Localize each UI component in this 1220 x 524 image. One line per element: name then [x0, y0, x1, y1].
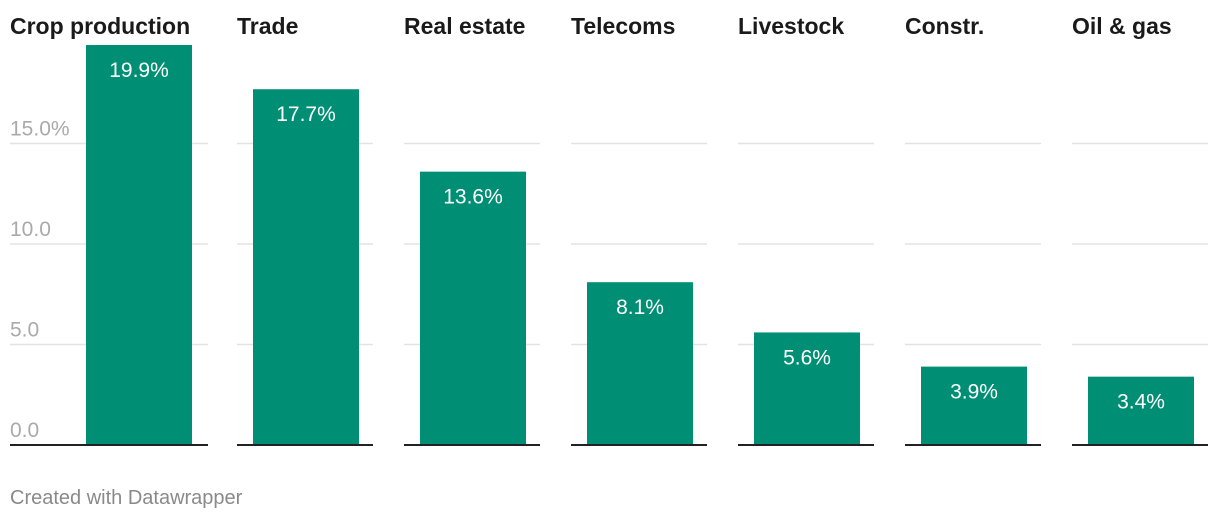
bar-value-label: 17.7% — [276, 103, 336, 126]
panel-title: Constr. — [905, 13, 984, 39]
panel-title: Crop production — [10, 13, 190, 39]
bar-value-label: 3.9% — [950, 381, 998, 404]
bar-value-label: 13.6% — [443, 186, 503, 209]
panel-title: Livestock — [738, 13, 844, 39]
bar — [253, 89, 359, 445]
y-tick-label: 5.0 — [10, 319, 39, 342]
bar-chart: 0.0 5.0 10.0 15.0% 19.9% Crop production 17.7%… — [10, 13, 1208, 446]
panel-title: Real estate — [404, 13, 525, 39]
bar — [86, 45, 192, 445]
panel-title: Trade — [237, 13, 298, 39]
bar-value-label: 19.9% — [109, 59, 169, 82]
bar — [587, 282, 693, 445]
panel-title: Telecoms — [571, 13, 675, 39]
bar-value-label: 5.6% — [783, 346, 831, 369]
credit-text: Created with Datawrapper — [10, 487, 243, 509]
y-tick-label: 15.0% — [10, 118, 70, 141]
bar — [754, 332, 860, 445]
bar-value-label: 3.4% — [1117, 391, 1165, 414]
bar — [420, 171, 526, 445]
y-tick-label: 0.0 — [10, 419, 39, 442]
panel-title: Oil & gas — [1072, 13, 1172, 39]
bar — [1088, 376, 1194, 445]
y-tick-label: 10.0 — [10, 218, 51, 241]
bar — [921, 366, 1027, 445]
bar-value-label: 8.1% — [616, 296, 664, 319]
